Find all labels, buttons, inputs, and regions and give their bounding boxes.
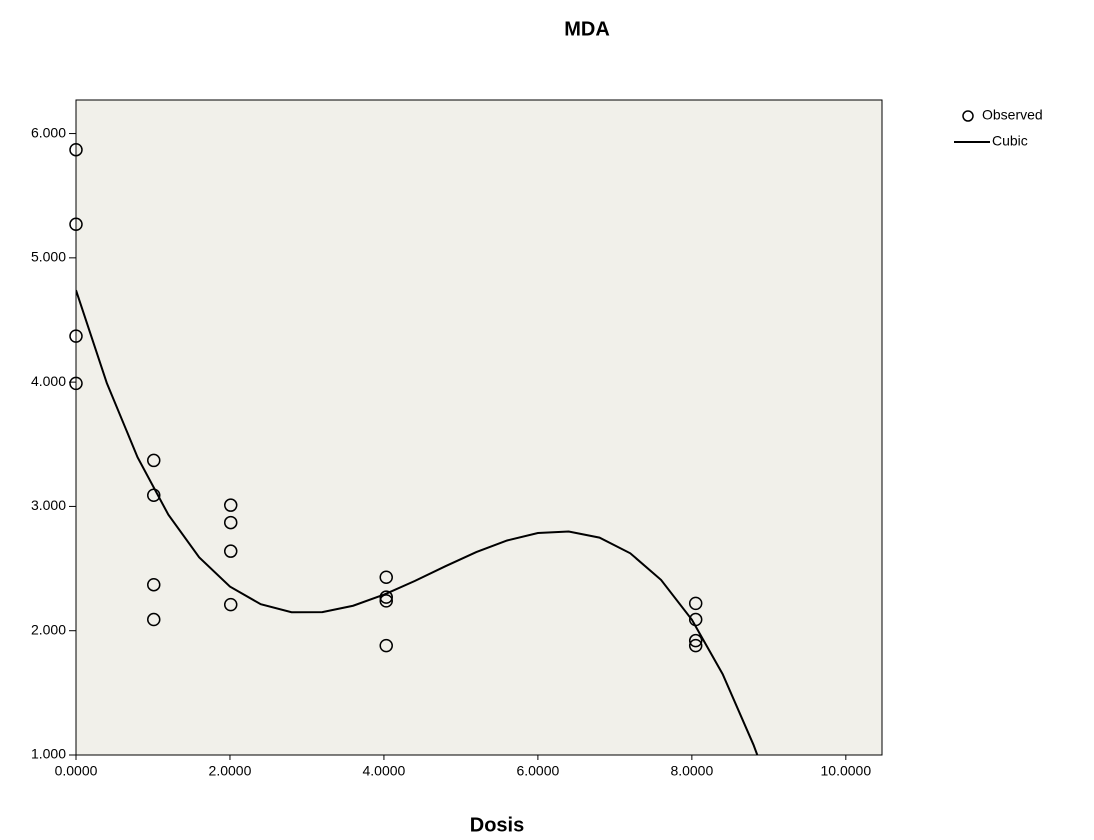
observed-point: [147, 453, 161, 468]
observed-point: [69, 142, 83, 157]
observed-point: [223, 544, 238, 558]
observed-point: [379, 590, 393, 604]
fit-line: [76, 289, 759, 755]
y-tick-label: 5.000: [31, 249, 66, 265]
y-tick-label: 4.000: [31, 373, 66, 389]
observed-point: [223, 597, 238, 612]
x-tick-label: 2.0000: [209, 763, 252, 779]
legend-label: Cubic: [992, 133, 1028, 149]
x-tick-label: 6.0000: [516, 763, 559, 779]
plot-area: [75, 99, 883, 756]
y-tick-label: 3.000: [31, 497, 66, 513]
observed-point: [69, 217, 83, 232]
observed-point: [379, 594, 393, 608]
x-tick-label: 8.0000: [670, 763, 713, 779]
legend-label: Observed: [982, 107, 1043, 123]
observed-point: [379, 638, 393, 653]
observed-point: [147, 577, 161, 592]
observed-point: [688, 638, 703, 653]
observed-point: [688, 596, 703, 611]
x-tick-label: 0.0000: [55, 763, 98, 779]
x-tick-label: 4.0000: [363, 763, 406, 779]
x-tick-label: 10.0000: [821, 763, 872, 779]
observed-point: [69, 329, 83, 343]
observed-point: [688, 633, 703, 648]
y-tick-label: 1.000: [31, 746, 66, 762]
observed-point: [379, 570, 393, 585]
observed-point: [223, 515, 238, 530]
x-axis-title: Dosis: [470, 814, 524, 836]
y-tick-label: 2.000: [31, 621, 66, 637]
y-tick-label: 6.000: [31, 124, 66, 140]
observed-point: [147, 612, 161, 627]
observed-point: [69, 376, 83, 391]
observed-point: [223, 498, 238, 512]
chart-title: MDA: [564, 18, 610, 40]
legend-marker: [962, 110, 974, 122]
